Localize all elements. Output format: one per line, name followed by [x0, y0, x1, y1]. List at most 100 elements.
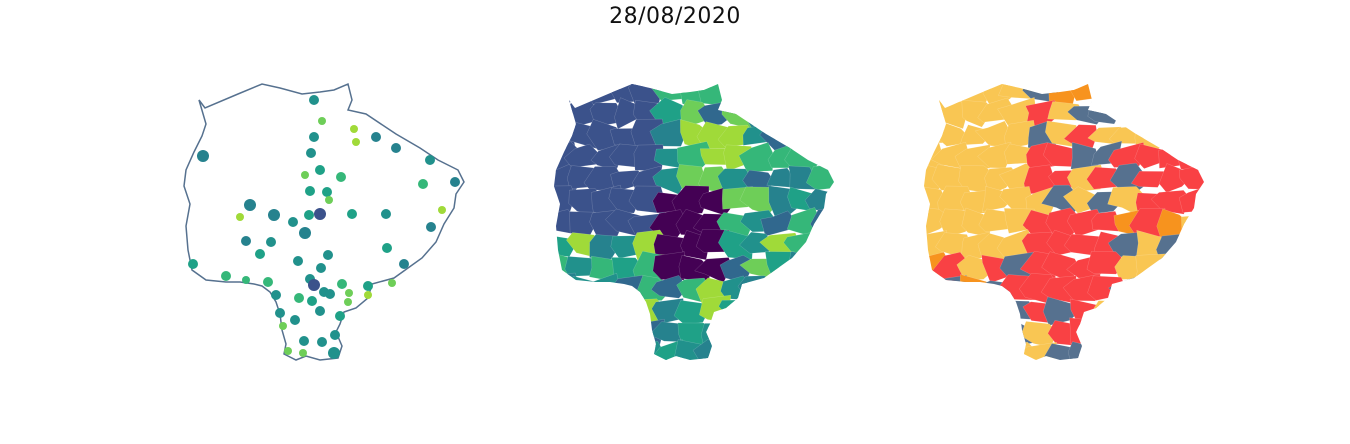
municipality-point [438, 206, 446, 214]
region-cell [832, 84, 834, 107]
region-cell [613, 295, 642, 323]
region-cell [1201, 143, 1204, 171]
choropleth-risk-panel [924, 84, 1238, 360]
region-cell [541, 366, 576, 391]
region-cell [830, 361, 866, 391]
region-cell [785, 339, 825, 360]
region-cell [697, 84, 733, 107]
region-cell [954, 144, 991, 172]
region-cell [1177, 141, 1204, 173]
region-cell [924, 206, 953, 239]
region-cell [554, 346, 583, 360]
bubble-map-panel [183, 82, 465, 361]
region-cell [980, 366, 1012, 386]
region-cell [1151, 368, 1188, 393]
region-cell [611, 318, 649, 349]
municipality-point [328, 347, 340, 359]
municipality-point [364, 291, 372, 299]
region-cell [764, 251, 803, 279]
municipality-point [352, 138, 360, 146]
municipality-point [335, 311, 345, 321]
region-cell [1200, 317, 1204, 349]
region-cell [1070, 84, 1103, 102]
region-cell [933, 296, 969, 326]
region-cell [830, 103, 834, 129]
municipality-point [188, 259, 198, 269]
region-cell [826, 144, 834, 169]
municipality-point [325, 196, 333, 204]
municipality-point [241, 236, 251, 246]
region-cell [1177, 339, 1204, 360]
region-cell [766, 364, 799, 390]
municipality-point [304, 210, 314, 220]
region-cell [1153, 323, 1195, 350]
region-cell [649, 118, 686, 147]
region-cell [763, 84, 800, 103]
municipality-point [294, 293, 304, 303]
municipality-point [221, 271, 231, 281]
region-cell [978, 322, 1012, 348]
municipality-point [345, 289, 353, 297]
region-cell [1156, 339, 1190, 360]
region-cell [567, 323, 604, 343]
municipality-point [399, 259, 409, 269]
region-cell [1195, 208, 1204, 236]
region-cell [924, 320, 953, 349]
region-cell [611, 339, 648, 360]
region-cell [759, 322, 795, 345]
region-cell [1156, 295, 1195, 327]
region-cell [804, 367, 840, 387]
municipality-point [305, 186, 315, 196]
region-cell [785, 301, 818, 326]
region-cell [1195, 124, 1204, 148]
municipality-point [301, 171, 309, 179]
municipality-point [306, 148, 316, 158]
region-cell [1150, 189, 1191, 215]
municipality-point [275, 308, 285, 318]
region-cell [1179, 164, 1204, 190]
region-cell [765, 298, 802, 324]
region-cell [785, 323, 822, 350]
region-cell [1199, 341, 1204, 360]
region-cell [1108, 340, 1146, 360]
municipality-point [288, 217, 298, 227]
region-cell [722, 84, 755, 104]
region-cell [1205, 254, 1238, 281]
municipality-point [371, 132, 381, 142]
choropleth-viridis-panel [554, 84, 862, 360]
municipality-point [271, 290, 281, 300]
region-cell [835, 163, 862, 191]
region-cell [1178, 98, 1204, 127]
region-cell [1135, 253, 1167, 283]
region-cell [939, 208, 972, 239]
region-cell [590, 340, 623, 360]
region-cell [554, 100, 574, 122]
region-cell [740, 84, 772, 104]
municipality-point [363, 281, 373, 291]
region-cell [554, 301, 581, 328]
municipality-point [255, 249, 265, 259]
region-cell [954, 296, 990, 327]
region-cell [1156, 275, 1194, 301]
region-cell [1020, 364, 1058, 391]
region-cell [1181, 253, 1204, 283]
region-cell [807, 231, 834, 256]
region-cell [1109, 364, 1146, 388]
municipality-point [382, 243, 392, 253]
region-cell [924, 84, 951, 100]
region-cell [1201, 102, 1204, 124]
region-cell [1044, 366, 1078, 388]
region-cell [786, 251, 823, 280]
figure-title: 28/08/2020 [609, 4, 741, 29]
region-cell [1137, 84, 1173, 107]
municipality-point [308, 279, 320, 291]
region-cell [1202, 229, 1204, 257]
region-cell [759, 340, 797, 360]
municipality-point [197, 150, 209, 162]
region-cell [1132, 320, 1168, 344]
region-cell [1107, 322, 1150, 341]
municipality-point [336, 172, 346, 182]
region-cell [653, 363, 687, 391]
region-cell [1092, 300, 1123, 328]
region-cell [718, 299, 759, 328]
